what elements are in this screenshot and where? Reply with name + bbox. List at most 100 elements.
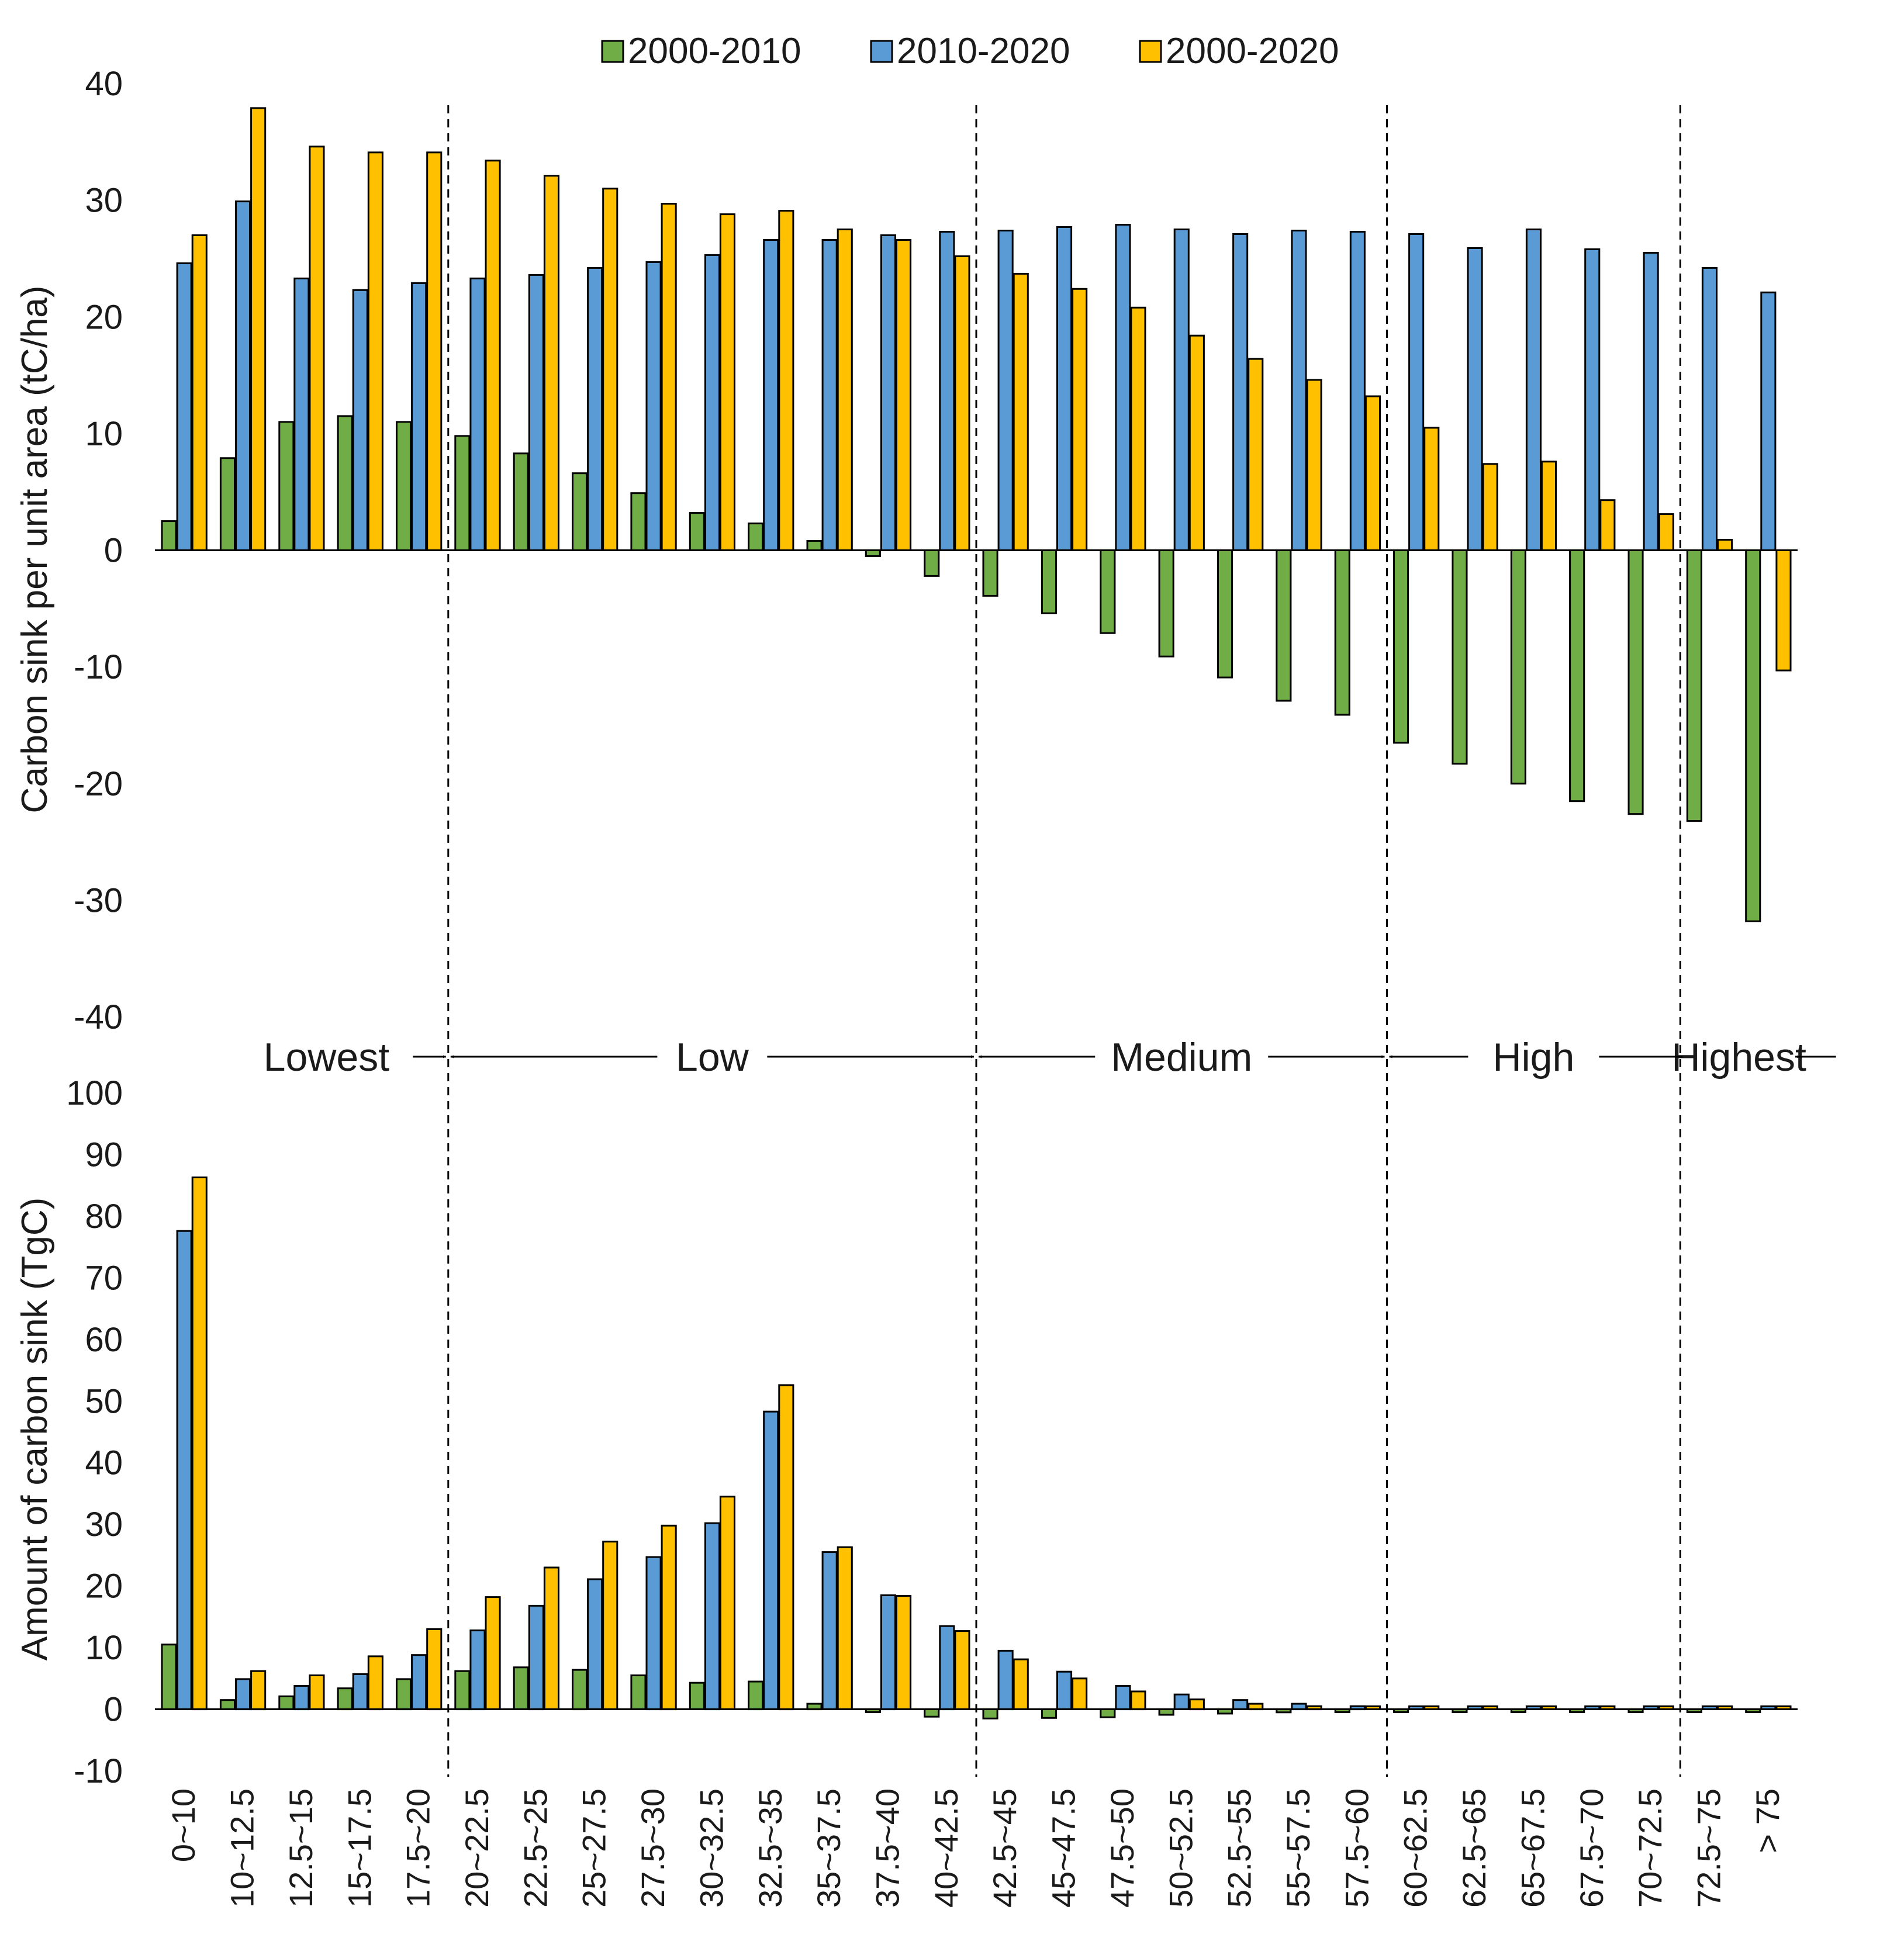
top-bar-2010-2020-> 75[interactable] — [1760, 291, 1777, 551]
bottom-bar-2000-2010-47.5~50[interactable] — [1100, 1708, 1116, 1718]
bottom-bar-2000-2020-10~12.5[interactable] — [250, 1670, 267, 1711]
bottom-bar-2000-2010-40~42.5[interactable] — [924, 1708, 940, 1718]
bottom-bar-2000-2010-17.5~20[interactable] — [396, 1678, 412, 1711]
top-bar-2000-2010-12.5~15[interactable] — [278, 421, 295, 552]
bottom-bar-2000-2020-27.5~30[interactable] — [661, 1524, 677, 1711]
top-bar-2000-2010-47.5~50[interactable] — [1100, 549, 1116, 634]
top-bar-2000-2020-> 75[interactable] — [1775, 549, 1792, 672]
bottom-bar-2000-2020-47.5~50[interactable] — [1130, 1690, 1146, 1711]
top-bar-2000-2020-27.5~30[interactable] — [661, 203, 677, 552]
bottom-bar-2000-2020-17.5~20[interactable] — [426, 1628, 443, 1711]
top-bar-2000-2010-45~47.5[interactable] — [1041, 549, 1058, 614]
bottom-bar-2010-2020-37.5~40[interactable] — [880, 1594, 897, 1711]
top-bar-2000-2020-37.5~40[interactable] — [896, 239, 912, 551]
bottom-bar-2010-2020-45~47.5[interactable] — [1056, 1670, 1073, 1710]
bottom-bar-2010-2020-25~27.5[interactable] — [587, 1578, 603, 1710]
top-bar-2000-2020-32.5~35[interactable] — [778, 210, 794, 552]
top-bar-2010-2020-67.5~70[interactable] — [1584, 248, 1601, 551]
bottom-bar-2010-2020-17.5~20[interactable] — [411, 1654, 427, 1710]
bottom-bar-2000-2010-0~10[interactable] — [161, 1643, 177, 1711]
top-bar-2000-2010-60~62.5[interactable] — [1393, 549, 1409, 744]
top-bar-2010-2020-47.5~50[interactable] — [1115, 224, 1131, 551]
bottom-bar-2000-2020-35~37.5[interactable] — [837, 1546, 853, 1710]
top-bar-2000-2020-70~72.5[interactable] — [1658, 513, 1674, 551]
bottom-bar-2000-2020-20~22.5[interactable] — [485, 1596, 501, 1711]
top-bar-2000-2010-27.5~30[interactable] — [630, 492, 647, 552]
top-bar-2010-2020-35~37.5[interactable] — [821, 239, 838, 551]
bottom-bar-2000-2010-27.5~30[interactable] — [630, 1674, 647, 1710]
bottom-bar-2000-2020-30~32.5[interactable] — [719, 1496, 736, 1710]
top-bar-2000-2020-25~27.5[interactable] — [602, 188, 618, 551]
bottom-bar-2000-2020-40~42.5[interactable] — [954, 1630, 970, 1711]
top-bar-2000-2020-17.5~20[interactable] — [426, 151, 443, 551]
bottom-bar-2010-2020-27.5~30[interactable] — [645, 1556, 662, 1711]
top-bar-2010-2020-22.5~25[interactable] — [528, 274, 544, 551]
top-bar-2000-2010-20~22.5[interactable] — [454, 435, 471, 552]
legend-item-2000-2010[interactable]: 2000-2010 — [601, 31, 801, 71]
top-bar-2000-2020-57.5~60[interactable] — [1364, 395, 1381, 551]
top-bar-2010-2020-42.5~45[interactable] — [997, 230, 1014, 551]
top-bar-2010-2020-0~10[interactable] — [176, 262, 192, 551]
top-bar-2000-2010-52.5~55[interactable] — [1217, 549, 1233, 679]
top-bar-2000-2020-67.5~70[interactable] — [1599, 499, 1616, 552]
top-bar-2010-2020-37.5~40[interactable] — [880, 234, 897, 551]
top-bar-2010-2020-62.5~65[interactable] — [1467, 247, 1483, 551]
top-bar-2000-2010-50~52.5[interactable] — [1158, 549, 1174, 658]
bottom-bar-2000-2010-22.5~25[interactable] — [513, 1666, 529, 1711]
top-bar-2010-2020-50~52.5[interactable] — [1173, 229, 1190, 551]
bottom-bar-2000-2010-45~47.5[interactable] — [1041, 1708, 1058, 1719]
top-bar-2010-2020-45~47.5[interactable] — [1056, 226, 1073, 551]
top-bar-2000-2020-10~12.5[interactable] — [250, 107, 267, 551]
top-bar-2010-2020-55~57.5[interactable] — [1291, 230, 1307, 551]
top-bar-2010-2020-65~67.5[interactable] — [1525, 229, 1542, 551]
top-bar-2000-2020-22.5~25[interactable] — [543, 175, 560, 551]
top-bar-2000-2020-45~47.5[interactable] — [1072, 288, 1088, 551]
top-bar-2000-2010-32.5~35[interactable] — [748, 523, 764, 551]
top-bar-2000-2020-40~42.5[interactable] — [954, 255, 970, 551]
legend-item-2000-2020[interactable]: 2000-2020 — [1139, 31, 1339, 71]
top-bar-2000-2020-60~62.5[interactable] — [1423, 427, 1440, 552]
top-bar-2010-2020-70~72.5[interactable] — [1643, 252, 1659, 551]
top-bar-2000-2020-47.5~50[interactable] — [1130, 306, 1146, 551]
bottom-bar-2010-2020-35~37.5[interactable] — [821, 1551, 838, 1711]
top-bar-2000-2020-55~57.5[interactable] — [1306, 379, 1322, 551]
bottom-bar-2000-2010-12.5~15[interactable] — [278, 1695, 295, 1710]
bottom-bar-2000-2020-25~27.5[interactable] — [602, 1541, 618, 1710]
bottom-bar-2000-2010-20~22.5[interactable] — [454, 1670, 471, 1711]
bottom-bar-2000-2020-12.5~15[interactable] — [309, 1674, 325, 1710]
top-bar-2010-2020-52.5~55[interactable] — [1232, 233, 1249, 551]
top-bar-2000-2020-42.5~45[interactable] — [1013, 272, 1029, 551]
top-bar-2000-2010-72.5~75[interactable] — [1686, 549, 1702, 822]
bottom-bar-2000-2010-30~32.5[interactable] — [689, 1681, 705, 1710]
top-bar-2010-2020-30~32.5[interactable] — [704, 254, 721, 551]
top-bar-2000-2010-25~27.5[interactable] — [572, 472, 588, 552]
top-bar-2000-2010-10~12.5[interactable] — [219, 457, 236, 551]
bottom-bar-2000-2020-50~52.5[interactable] — [1188, 1698, 1205, 1711]
legend-item-2010-2020[interactable]: 2010-2020 — [870, 31, 1070, 71]
bottom-bar-2000-2020-22.5~25[interactable] — [543, 1566, 560, 1710]
top-bar-2010-2020-60~62.5[interactable] — [1408, 233, 1425, 551]
top-bar-2010-2020-20~22.5[interactable] — [469, 277, 486, 551]
top-bar-2010-2020-10~12.5[interactable] — [235, 200, 251, 552]
bottom-bar-2010-2020-22.5~25[interactable] — [528, 1604, 544, 1711]
top-bar-2000-2010-70~72.5[interactable] — [1627, 549, 1644, 815]
bottom-bar-2010-2020-12.5~15[interactable] — [293, 1685, 310, 1711]
top-bar-2000-2010-17.5~20[interactable] — [396, 421, 412, 552]
top-bar-2000-2010-62.5~65[interactable] — [1452, 549, 1468, 765]
bottom-bar-2000-2020-45~47.5[interactable] — [1072, 1677, 1088, 1711]
top-bar-2000-2020-72.5~75[interactable] — [1717, 539, 1733, 551]
top-bar-2010-2020-25~27.5[interactable] — [587, 267, 603, 551]
bottom-bar-2010-2020-10~12.5[interactable] — [235, 1678, 251, 1711]
top-bar-2000-2010-67.5~70[interactable] — [1569, 549, 1585, 802]
top-bar-2000-2010-30~32.5[interactable] — [689, 512, 705, 551]
top-bar-2000-2020-35~37.5[interactable] — [837, 229, 853, 551]
top-bar-2000-2020-15~17.5[interactable] — [367, 151, 383, 551]
bottom-bar-2000-2010-15~17.5[interactable] — [337, 1687, 353, 1711]
top-bar-2000-2010-22.5~25[interactable] — [513, 452, 529, 551]
top-bar-2000-2010-15~17.5[interactable] — [337, 415, 353, 552]
top-bar-2000-2020-0~10[interactable] — [191, 234, 208, 551]
top-bar-2000-2010-35~37.5[interactable] — [806, 540, 823, 551]
top-bar-2010-2020-12.5~15[interactable] — [293, 277, 310, 551]
top-bar-2000-2020-20~22.5[interactable] — [485, 160, 501, 551]
top-bar-2000-2020-52.5~55[interactable] — [1248, 358, 1264, 551]
